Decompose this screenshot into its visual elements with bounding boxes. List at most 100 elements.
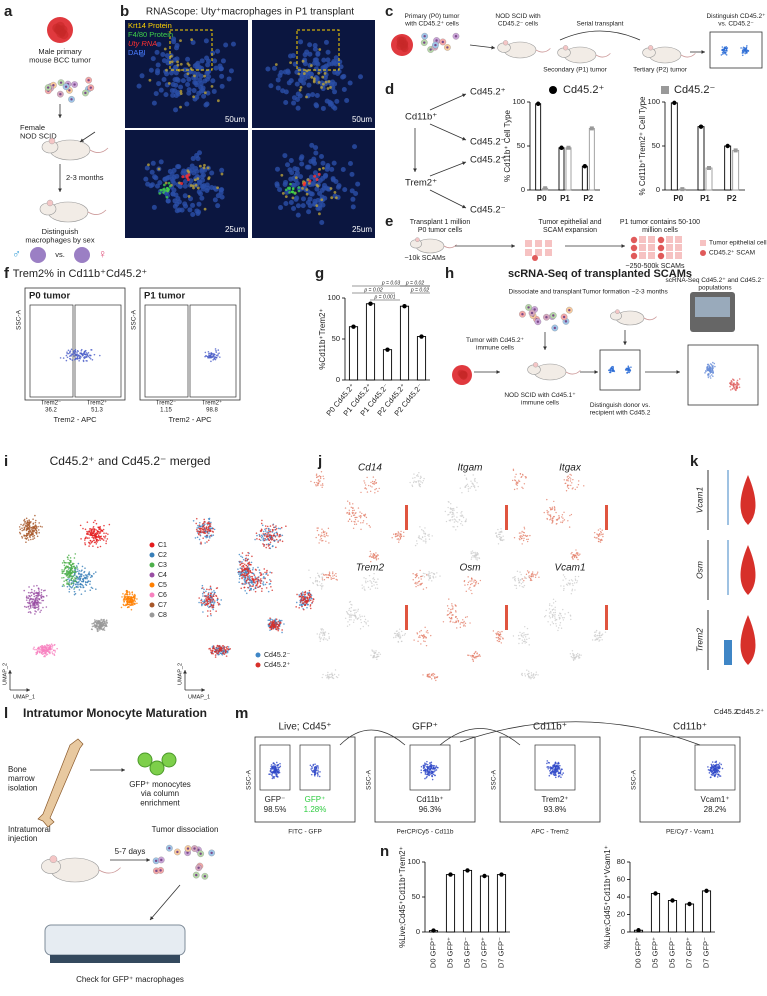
scam bbox=[630, 244, 638, 252]
cell-dot bbox=[95, 522, 98, 525]
cell-dot bbox=[413, 639, 415, 641]
cell-dot bbox=[322, 634, 324, 637]
cell-dot bbox=[41, 599, 43, 602]
bar-mean bbox=[698, 124, 704, 129]
cell-dot bbox=[320, 537, 323, 540]
cell-dot bbox=[361, 584, 363, 586]
cell-dot bbox=[87, 355, 90, 358]
cell-dot bbox=[472, 552, 475, 554]
cell-dot bbox=[120, 606, 123, 609]
cell-dot bbox=[309, 599, 312, 602]
cell-dot bbox=[463, 580, 466, 583]
cell-dot bbox=[65, 359, 68, 362]
cell-dot bbox=[398, 633, 401, 635]
cell-dot bbox=[73, 590, 76, 593]
cell-dot bbox=[708, 373, 710, 375]
panel-label: g bbox=[315, 265, 324, 282]
bar bbox=[724, 145, 732, 191]
cell-dot bbox=[238, 577, 241, 580]
cell-dot bbox=[69, 557, 72, 559]
cell-dot bbox=[99, 532, 101, 535]
cell-dot bbox=[289, 61, 292, 64]
cell-dot bbox=[336, 579, 338, 581]
cell-dot bbox=[473, 581, 475, 583]
cell-dot bbox=[422, 572, 425, 575]
cell-dot bbox=[399, 636, 401, 639]
cell-dot bbox=[321, 628, 323, 630]
bar-mean bbox=[725, 143, 730, 149]
cell-dot bbox=[419, 631, 421, 633]
cell-dot bbox=[96, 630, 99, 633]
cell-dot bbox=[608, 371, 611, 374]
cell-dot bbox=[452, 513, 455, 515]
cell-dot bbox=[314, 579, 317, 582]
cell-dot bbox=[321, 579, 324, 582]
cell-dot bbox=[299, 604, 301, 606]
cell-dot bbox=[360, 528, 362, 531]
cell-dot bbox=[158, 87, 164, 93]
text-line: million cells bbox=[642, 227, 678, 234]
cell-dot bbox=[183, 203, 189, 209]
label: p = 0.03 bbox=[381, 280, 400, 286]
cell-dot bbox=[467, 490, 470, 492]
cell-dot bbox=[374, 482, 376, 485]
cell-dot bbox=[464, 625, 466, 627]
cell-dot bbox=[271, 589, 274, 592]
cell-dot bbox=[395, 636, 397, 639]
cell-dot bbox=[451, 513, 453, 516]
bar bbox=[348, 326, 359, 381]
x-tick-label: P1 bbox=[700, 194, 710, 203]
label: P1 tumor bbox=[144, 291, 185, 302]
cell-dot bbox=[35, 533, 38, 535]
cell-dot bbox=[28, 535, 31, 538]
cell-dot bbox=[254, 538, 256, 541]
cell-dot bbox=[264, 525, 267, 527]
cell-dot bbox=[45, 654, 48, 656]
cell-dot bbox=[126, 589, 128, 592]
cell-dot bbox=[271, 538, 274, 541]
cell-dot bbox=[363, 577, 365, 579]
cell-dot bbox=[209, 595, 212, 597]
cell-dot bbox=[41, 649, 44, 652]
cell-dot bbox=[67, 352, 70, 355]
cell-dot bbox=[377, 578, 379, 580]
cell-dot bbox=[89, 354, 92, 357]
cell-dot bbox=[89, 543, 91, 545]
cell-dot bbox=[709, 375, 711, 377]
cell-dot bbox=[204, 351, 207, 354]
cell-dot bbox=[318, 576, 321, 578]
cell-dot bbox=[316, 481, 318, 484]
cell-dot bbox=[186, 72, 190, 76]
cell-dot bbox=[66, 556, 69, 559]
cell-dot bbox=[68, 590, 71, 593]
cell-dot bbox=[315, 473, 318, 475]
cell-dot bbox=[34, 592, 37, 594]
cell-dot bbox=[364, 487, 366, 490]
cell-dot bbox=[81, 565, 84, 568]
cell-dot bbox=[302, 599, 305, 601]
text-line: SCAM expansion bbox=[543, 227, 597, 234]
cell-dot bbox=[558, 517, 560, 519]
cell-dot bbox=[87, 352, 90, 354]
cell-dot bbox=[242, 583, 245, 585]
cell-dot bbox=[38, 651, 41, 654]
cell-dot bbox=[465, 478, 468, 481]
cell-dot bbox=[279, 619, 281, 622]
cell-dot bbox=[302, 595, 304, 598]
cell-dot bbox=[411, 485, 414, 488]
cell-dot bbox=[238, 570, 240, 573]
cell-dot bbox=[199, 58, 205, 64]
cell-dot bbox=[425, 542, 427, 544]
cell-dot bbox=[721, 53, 724, 55]
cell-dot bbox=[187, 207, 193, 213]
cell-dot bbox=[240, 562, 243, 565]
cell-dot bbox=[39, 646, 42, 648]
nucleus bbox=[435, 39, 438, 42]
cell-dot bbox=[602, 535, 604, 538]
arrow-head bbox=[80, 138, 84, 142]
cell-dot bbox=[197, 530, 200, 533]
cell-dot bbox=[201, 584, 204, 587]
text-line: Female bbox=[20, 123, 45, 132]
cell-dot bbox=[312, 46, 318, 52]
cell-dot bbox=[211, 527, 213, 529]
